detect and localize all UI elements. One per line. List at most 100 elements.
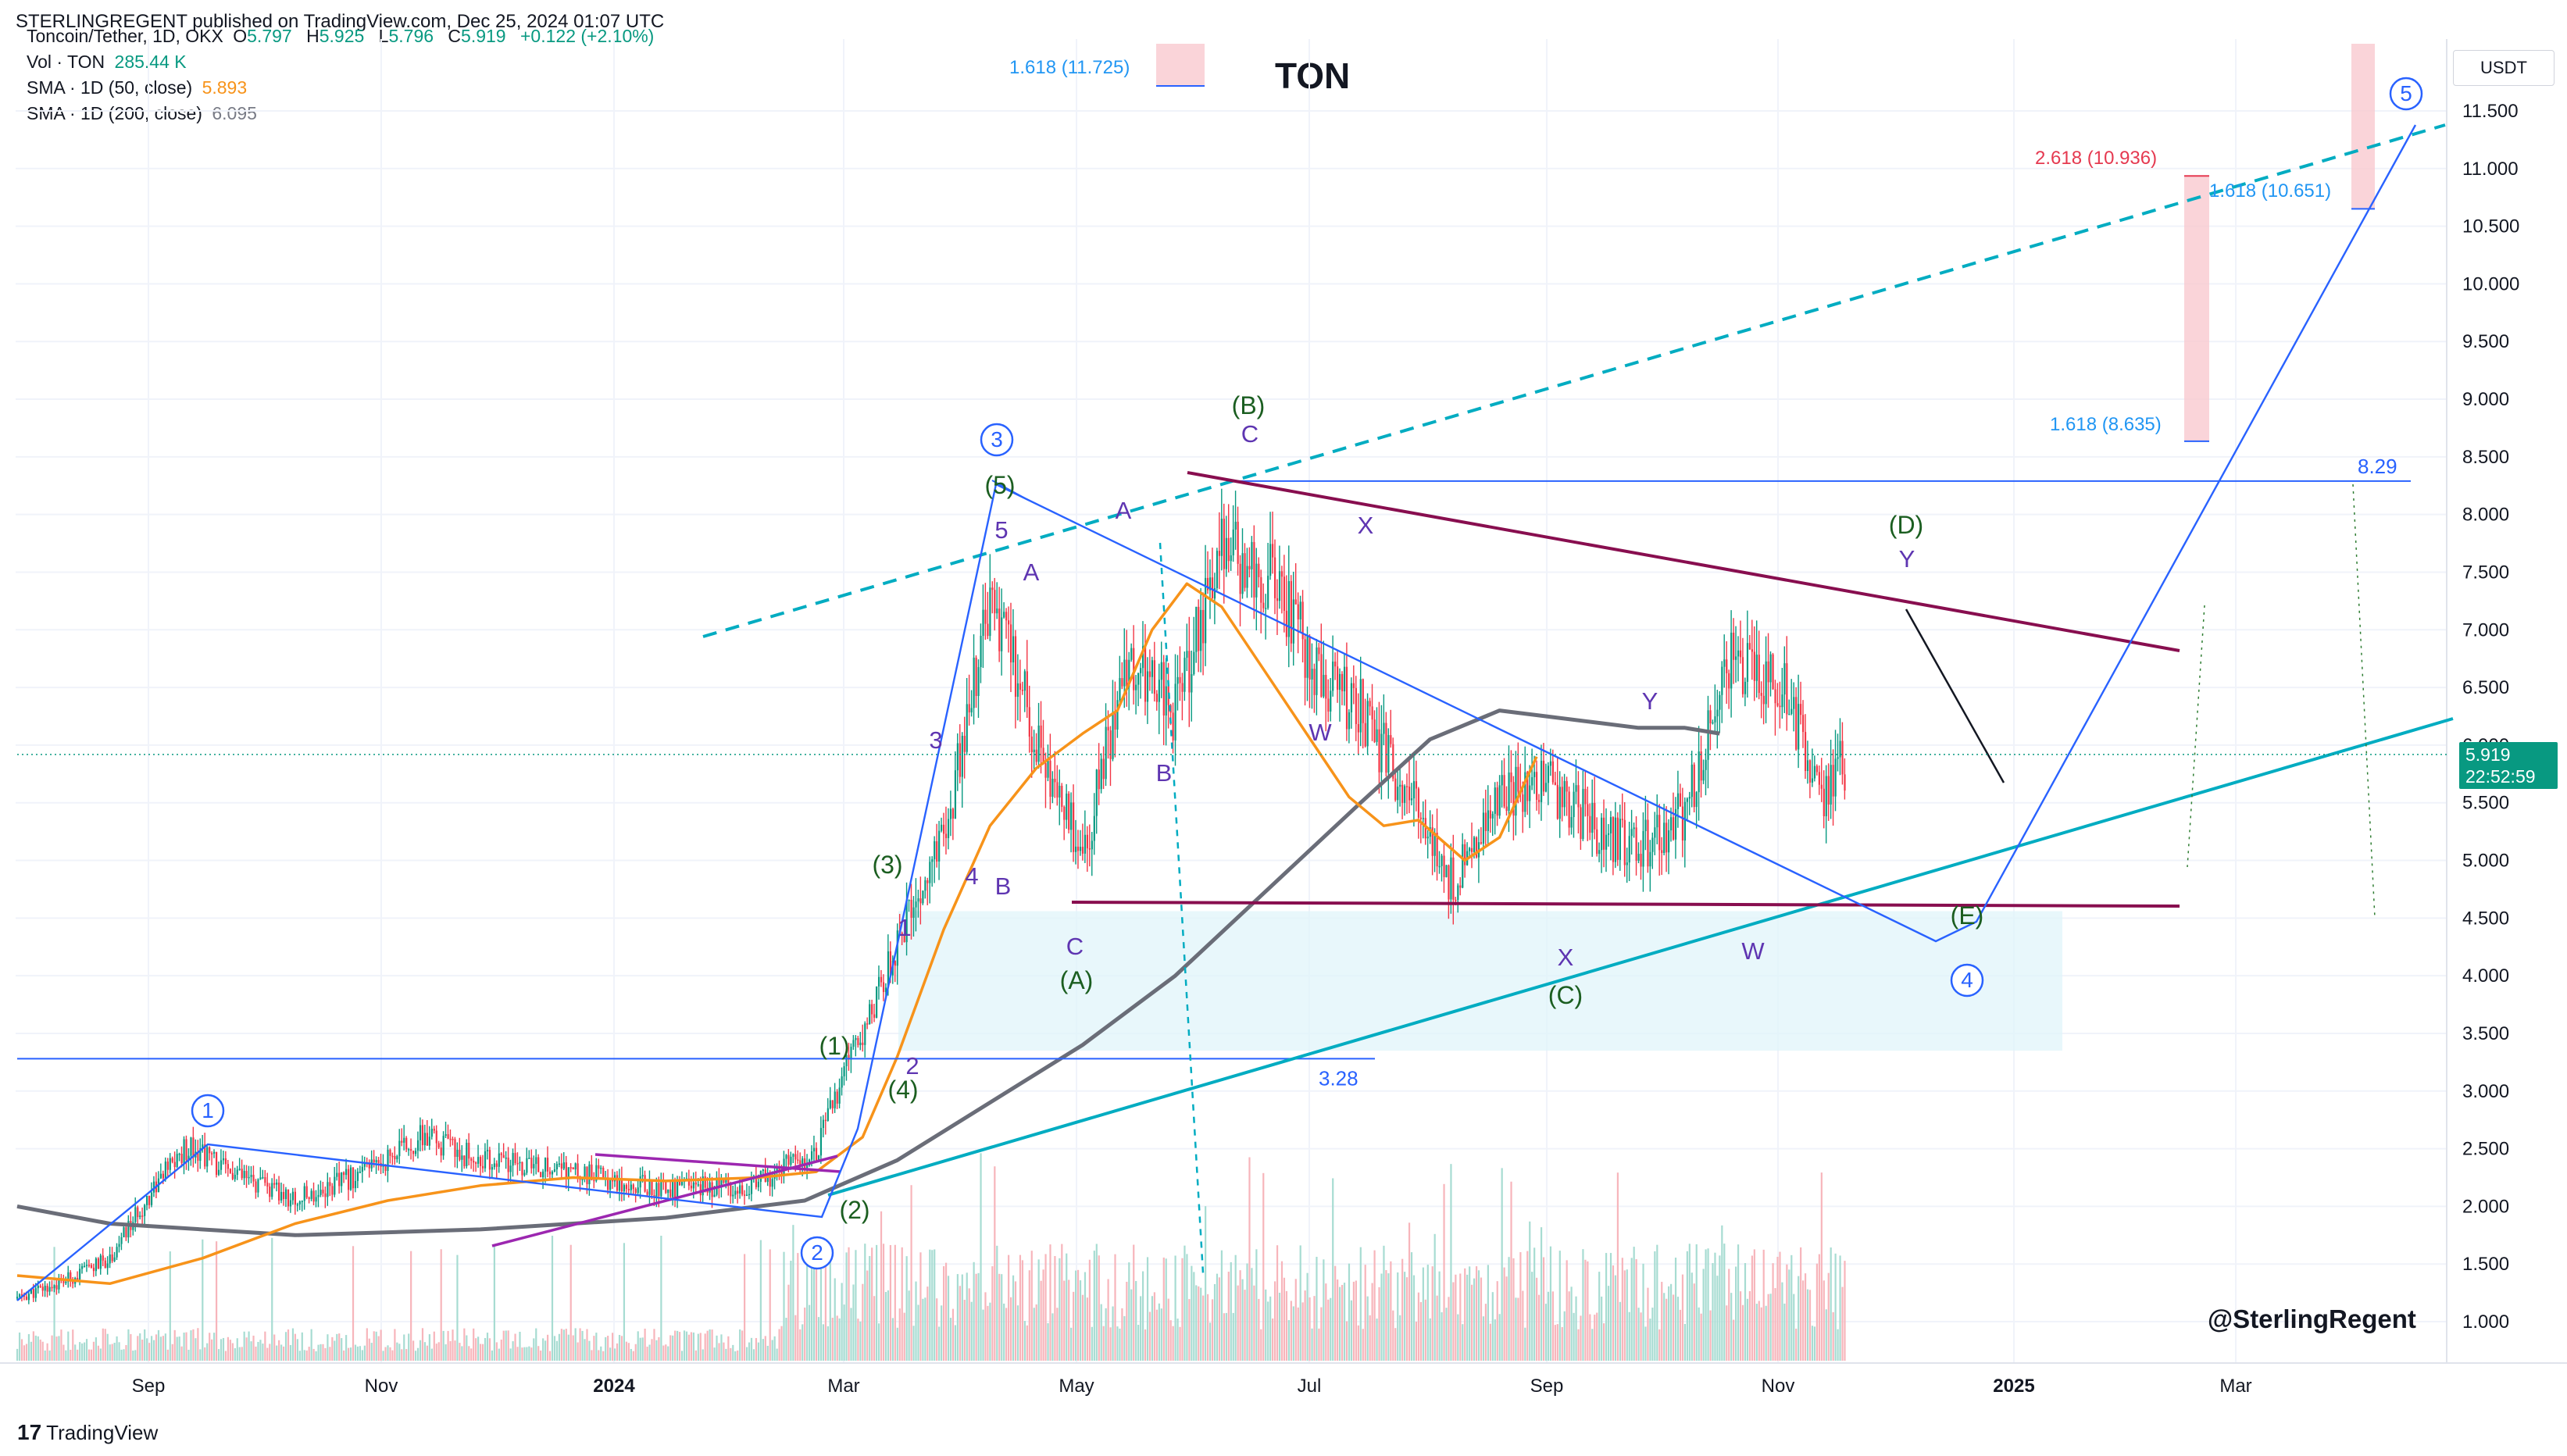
volume-bar [363,1345,366,1361]
open-value: 5.797 [247,26,292,46]
volume-bar [769,1249,771,1361]
volume-bar [526,1347,528,1361]
candle-body [171,1158,173,1162]
candle-body [941,824,943,831]
candle-body [1001,617,1003,651]
candle-body [125,1227,127,1238]
candle-body [1255,563,1258,598]
volume-bar [449,1340,452,1361]
candle-body [403,1137,405,1143]
candle-body [1489,810,1491,819]
volume-bar [1656,1244,1658,1361]
volume-bar [1609,1253,1612,1361]
volume-bar [512,1341,514,1361]
volume-bar [1480,1277,1483,1361]
volume-bar [1679,1309,1682,1361]
candle-body [1666,823,1668,853]
volume-bar [941,1305,943,1361]
candle-body [1404,786,1406,803]
volume-bar [1003,1303,1005,1361]
candle-body [1148,671,1151,677]
violet-wave-label: W [1308,719,1332,746]
y-tick-label: 4.500 [2462,908,2509,929]
candle-body [384,1165,387,1172]
candle-body [1746,643,1749,682]
volume-bar [359,1346,362,1361]
currency-selector[interactable]: USDT [2453,50,2555,86]
candle-body [1774,689,1776,704]
volume-bar [951,1308,955,1361]
candle-body [1246,566,1248,588]
volume-bar [987,1305,989,1361]
high-label: H [306,26,320,46]
sma50-legend[interactable]: SMA · 1D (50, close) 5.893 [27,77,252,98]
volume-bar [505,1330,507,1361]
volume-bar [1714,1252,1716,1361]
candle-body [1262,602,1265,608]
candle-body [609,1179,612,1190]
candle-body [85,1265,88,1266]
volume-bar [127,1329,130,1361]
candle-body [484,1151,487,1169]
candle-body [1637,854,1640,861]
volume-bar [1383,1245,1385,1361]
volume-bar [1179,1326,1181,1361]
candle-body [1443,855,1445,877]
candle-body [732,1194,734,1197]
candle-body [730,1184,732,1197]
volume-bar [1746,1298,1749,1361]
volume-bar [1114,1254,1116,1361]
candle-body [266,1183,269,1187]
volume-bar [1658,1329,1661,1361]
candle-body [1378,729,1380,773]
candle-body [1390,735,1392,744]
green-wave-label: (E) [1951,901,1984,930]
candle-body [523,1172,526,1176]
candle-body [1436,833,1438,867]
volume-bar [917,1304,919,1361]
candle-body [1095,769,1098,816]
volume-bar [880,1211,883,1361]
green-wave-label: (B) [1232,391,1266,419]
candle-body [176,1154,178,1168]
candle-body [1452,857,1455,900]
candle-body [1755,655,1758,681]
volume-bar [713,1347,716,1361]
volume-legend[interactable]: Vol · TON 285.44 K [27,52,191,73]
volume-bar [1448,1297,1450,1361]
candle-body [1494,787,1496,814]
symbol-legend[interactable]: Toncoin/Tether, 1D, OKX O5.797 H5.925 L5… [27,26,659,47]
y-tick-label: 2.500 [2462,1139,2509,1160]
candle-body [1728,673,1730,689]
candle-body [1357,723,1359,733]
candle-body [1162,662,1165,716]
volume-bar [1834,1253,1837,1361]
candle-body [338,1172,341,1187]
volume-bar [1253,1285,1255,1361]
candle-body [699,1184,702,1196]
candle-body [1345,666,1348,730]
volume-bar [1239,1270,1241,1361]
candle-body [1709,710,1712,724]
candle-body [430,1129,433,1137]
candle-body [1151,660,1154,677]
sma200-legend[interactable]: SMA · 1D (200, close) 6.095 [27,103,262,124]
y-tick-label: 7.500 [2462,562,2509,583]
candle-body [669,1189,672,1197]
volume-bar [72,1329,74,1361]
fib-zone-1 [1156,44,1205,86]
candle-body [1471,848,1473,852]
candle-body [780,1170,783,1176]
volume-bar [1733,1319,1735,1361]
candle-body [866,1023,869,1025]
y-tick-label: 8.000 [2462,505,2509,526]
footer-brand[interactable]: 17 TradingView [17,1420,158,1445]
volume-bar [178,1336,180,1361]
volume-bar [780,1326,783,1361]
volume-bar [859,1321,862,1361]
candle-body [509,1165,512,1172]
primary-wave-path [16,124,2417,1301]
candle-body [612,1179,614,1182]
candle-body [1093,815,1095,841]
